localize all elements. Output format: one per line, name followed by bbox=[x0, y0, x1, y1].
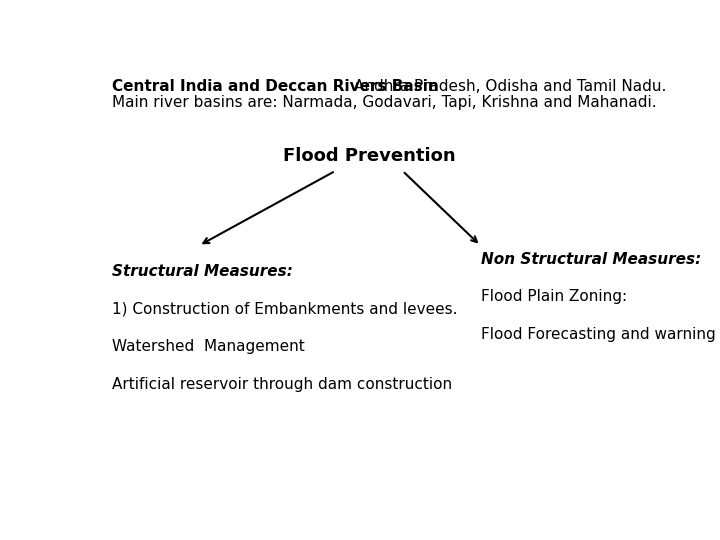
Text: Flood Plain Zoning:: Flood Plain Zoning: bbox=[481, 289, 626, 305]
Text: 1) Construction of Embankments and levees.: 1) Construction of Embankments and levee… bbox=[112, 302, 458, 317]
Text: Watershed  Management: Watershed Management bbox=[112, 339, 305, 354]
Text: Non Structural Measures:: Non Structural Measures: bbox=[481, 252, 701, 267]
Text: Artificial reservoir through dam construction: Artificial reservoir through dam constru… bbox=[112, 377, 452, 392]
Text: Central India and Deccan Rivers Basin: Central India and Deccan Rivers Basin bbox=[112, 79, 439, 94]
Text: : Andhra Pradesh, Odisha and Tamil Nadu.: : Andhra Pradesh, Odisha and Tamil Nadu. bbox=[344, 79, 666, 94]
Text: Flood Prevention: Flood Prevention bbox=[283, 147, 455, 165]
Text: Main river basins are: Narmada, Godavari, Tapi, Krishna and Mahanadi.: Main river basins are: Narmada, Godavari… bbox=[112, 94, 657, 110]
Text: Structural Measures:: Structural Measures: bbox=[112, 265, 293, 279]
Text: Flood Forecasting and warning: Flood Forecasting and warning bbox=[481, 327, 716, 342]
